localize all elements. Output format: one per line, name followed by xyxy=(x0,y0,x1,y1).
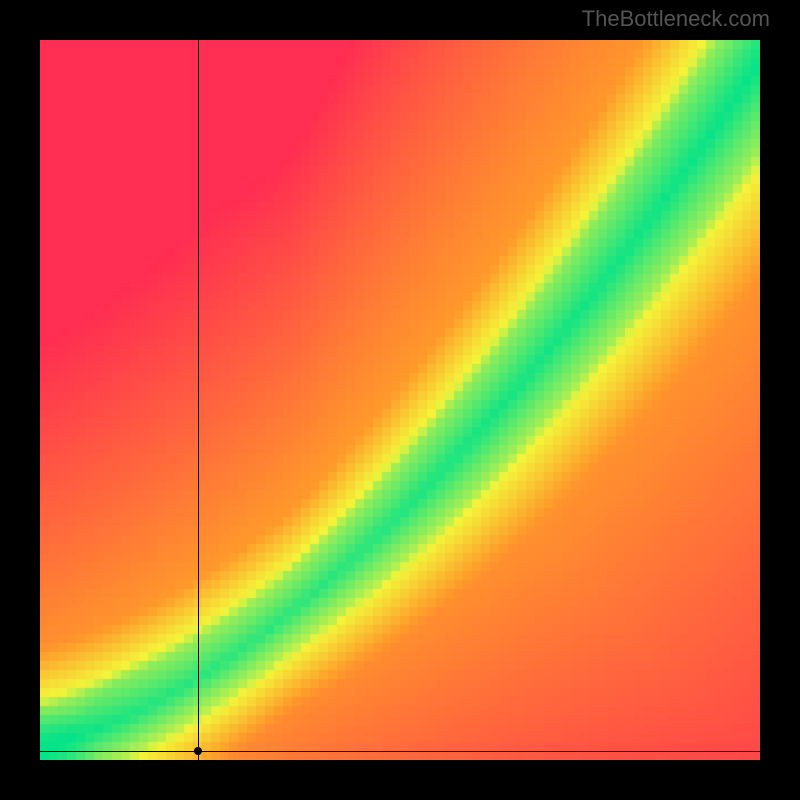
figure-container: TheBottleneck.com xyxy=(0,0,800,800)
plot-area xyxy=(40,40,760,760)
heatmap-canvas xyxy=(40,40,760,760)
watermark-text: TheBottleneck.com xyxy=(582,6,770,32)
